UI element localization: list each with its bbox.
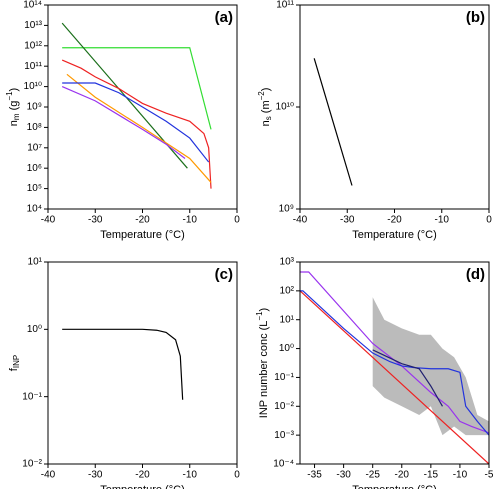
- series-line: [62, 47, 212, 130]
- y-label-part: ): [8, 88, 20, 92]
- y-label-part: n: [8, 120, 20, 126]
- x-tick-label: 0: [234, 470, 240, 481]
- y-tick-label: 10¹¹: [276, 0, 294, 11]
- x-tick-label: -40: [293, 215, 308, 226]
- x-tick-label: -30: [340, 215, 355, 226]
- y-tick-label: 10⁻²: [274, 401, 294, 412]
- y-tick-label: 10²: [280, 285, 295, 296]
- x-tick-label: 0: [234, 215, 240, 226]
- series-line: [62, 328, 184, 400]
- panel: -40 -30 -20 -10 0 10⁻² 10⁻¹ 10⁰ 10¹ Temperature (…: [8, 257, 240, 489]
- x-tick-label: -10: [453, 470, 468, 481]
- y-axis-label: INP number conc (L−1): [255, 308, 270, 418]
- y-label-part: −1: [255, 311, 264, 321]
- y-label-part: −1: [5, 91, 14, 101]
- x-tick-label: -40: [41, 215, 56, 226]
- panel-label: (c): [215, 266, 233, 283]
- x-tick-label: -20: [387, 215, 402, 226]
- y-tick-label: 10¹: [280, 314, 295, 325]
- x-axis-label: Temperature (°C): [352, 484, 436, 489]
- x-tick-label: -35: [307, 470, 322, 481]
- y-tick-label: 10⁸: [27, 122, 42, 133]
- y-tick-label: 10¹: [28, 257, 43, 268]
- x-tick-label: -10: [183, 215, 198, 226]
- y-label-part: s: [264, 116, 273, 120]
- y-label-part: m: [12, 113, 21, 120]
- x-tick-label: 0: [486, 215, 492, 226]
- panel-label: (b): [466, 9, 485, 26]
- y-axis-label: ns (m−2): [257, 88, 273, 127]
- y-tick-label: 10³: [280, 257, 295, 268]
- y-tick-label: 10¹²: [24, 40, 42, 51]
- series-line: [61, 59, 212, 189]
- y-label-part: INP: [12, 355, 21, 368]
- y-tick-label: 10⁻⁴: [273, 459, 294, 470]
- panel-label: (a): [215, 9, 233, 26]
- y-tick-label: 10⁷: [27, 142, 42, 153]
- y-tick-label: 10⁻¹: [274, 372, 294, 383]
- y-tick-label: 10⁹: [27, 102, 42, 113]
- series-line: [372, 349, 443, 407]
- series-line: [300, 271, 489, 434]
- y-tick-label: 10⁻¹: [22, 391, 42, 402]
- x-tick-label: -30: [88, 470, 103, 481]
- x-tick-label: -15: [424, 470, 439, 481]
- series-line: [300, 290, 489, 464]
- y-label-part: ): [258, 308, 270, 312]
- series-line: [313, 58, 353, 186]
- y-label-part: n: [260, 120, 272, 126]
- x-tick-label: -40: [41, 470, 56, 481]
- series-line: [61, 86, 186, 159]
- y-tick-label: 10⁻²: [22, 459, 42, 470]
- y-tick-label: 10¹⁰: [24, 81, 42, 92]
- plot-frame: [299, 261, 490, 465]
- y-tick-label: 10¹⁴: [23, 0, 42, 11]
- x-tick-label: -10: [435, 215, 450, 226]
- y-label-part: (m: [260, 100, 272, 116]
- x-axis-label: Temperature (°C): [352, 229, 436, 241]
- y-axis-label: nm (g−1): [5, 88, 21, 126]
- plot-frame: [47, 261, 238, 465]
- y-label-part: (g: [8, 101, 20, 114]
- x-tick-label: -30: [88, 215, 103, 226]
- x-tick-label: -20: [135, 215, 150, 226]
- y-tick-label: 10¹³: [24, 20, 42, 31]
- x-axis-label: Temperature (°C): [100, 229, 184, 241]
- y-axis-label: fINP: [8, 355, 21, 371]
- y-tick-label: 10⁶: [27, 163, 42, 174]
- panel: -40 -30 -20 -10 0 10⁹ 10¹⁰ 10¹¹ Temperature (°C)…: [257, 0, 492, 241]
- y-tick-label: 10¹⁰: [276, 102, 294, 113]
- y-label-part: INP number conc (L: [258, 321, 270, 419]
- y-label-part: f: [8, 367, 20, 371]
- panel: -35 -30 -25 -20 -15 -10 -5 10⁻⁴ 10⁻³ 10⁻² 10⁻¹ 10⁰ 1…: [255, 257, 494, 489]
- y-tick-label: 10¹¹: [24, 61, 42, 72]
- x-tick-label: -10: [183, 470, 198, 481]
- y-tick-label: 10⁻³: [274, 430, 294, 441]
- y-label-part: ): [260, 88, 272, 92]
- series-line: [62, 82, 210, 163]
- y-tick-label: 10⁴: [27, 204, 42, 215]
- y-tick-label: 10⁵: [27, 183, 42, 194]
- x-tick-label: -30: [336, 470, 351, 481]
- y-tick-label: 10⁰: [27, 324, 42, 335]
- y-tick-label: 10⁰: [279, 343, 294, 354]
- panel-label: (d): [466, 266, 485, 283]
- x-tick-label: -5: [485, 470, 494, 481]
- x-tick-label: -20: [395, 470, 410, 481]
- x-tick-label: -25: [365, 470, 380, 481]
- y-tick-label: 10⁹: [279, 204, 294, 215]
- x-tick-label: -20: [135, 470, 150, 481]
- panel: -40 -30 -20 -10 0 10⁴ 10⁵ 10⁶ 10⁷ 10⁸ 10⁹ 10¹⁰ 10¹¹ 1…: [5, 0, 240, 241]
- x-axis-label: Temperature (°C): [100, 484, 184, 489]
- series-line: [66, 73, 212, 183]
- y-label-part: −2: [257, 91, 266, 101]
- band: [372, 297, 489, 436]
